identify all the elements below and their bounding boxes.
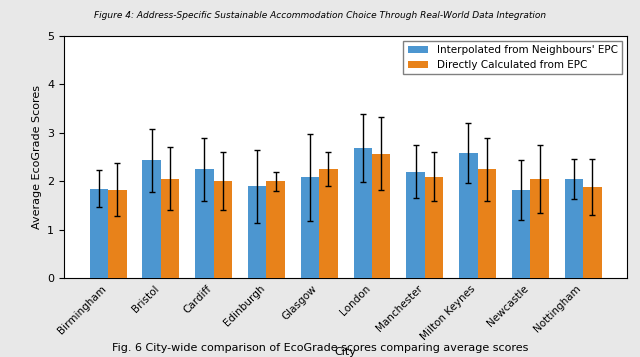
Bar — [161, 179, 179, 278]
Bar — [301, 177, 319, 278]
Bar — [266, 181, 285, 278]
Bar — [564, 179, 583, 278]
Legend: Interpolated from Neighbours' EPC, Directly Calculated from EPC: Interpolated from Neighbours' EPC, Direc… — [403, 41, 622, 75]
Bar — [531, 179, 549, 278]
Bar — [583, 187, 602, 278]
Y-axis label: Average EcoGrade Scores: Average EcoGrade Scores — [31, 85, 42, 229]
Bar — [108, 190, 127, 278]
Text: Figure 4: Address-Specific Sustainable Accommodation Choice Through Real-World D: Figure 4: Address-Specific Sustainable A… — [94, 11, 546, 20]
Bar — [372, 154, 390, 278]
X-axis label: City: City — [335, 347, 356, 357]
Bar — [90, 188, 108, 278]
Bar — [477, 169, 496, 278]
Bar — [195, 169, 214, 278]
Bar — [248, 186, 266, 278]
Bar — [319, 169, 338, 278]
Text: Fig. 6 City-wide comparison of EcoGrade scores comparing average scores: Fig. 6 City-wide comparison of EcoGrade … — [112, 343, 528, 353]
Bar — [406, 172, 425, 278]
Bar — [512, 190, 531, 278]
Bar — [425, 176, 444, 278]
Bar — [214, 181, 232, 278]
Bar — [353, 149, 372, 278]
Bar — [459, 153, 477, 278]
Bar — [142, 161, 161, 278]
